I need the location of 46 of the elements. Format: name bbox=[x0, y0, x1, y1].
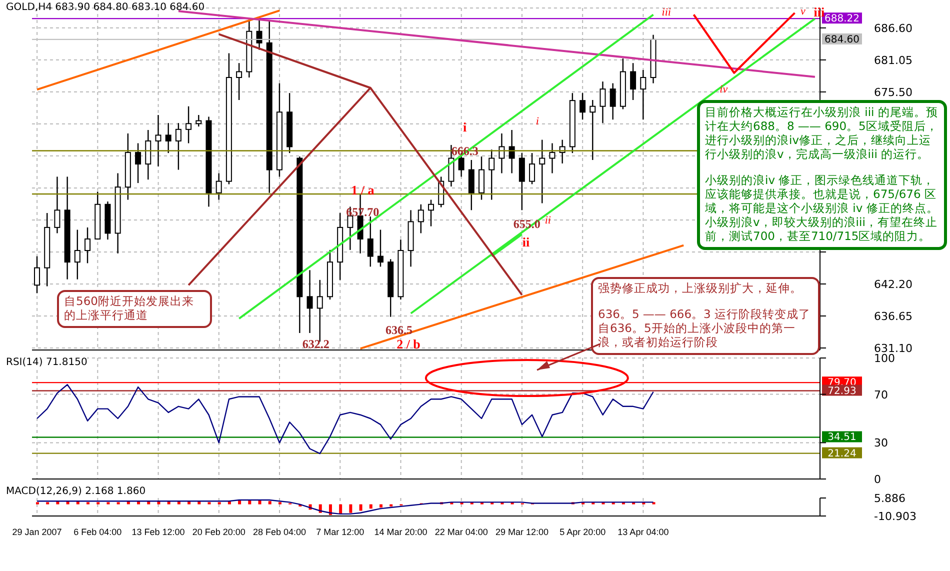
x-tick-label: 5 Apr 20:00 bbox=[560, 527, 606, 537]
y-tick-label: 100 bbox=[874, 352, 895, 365]
annotation: ii bbox=[544, 214, 551, 226]
annotation: 636.5 bbox=[385, 323, 412, 337]
x-tick-label: 28 Feb 04:00 bbox=[252, 527, 306, 537]
chart-title: RSI(14) 71.8150 bbox=[6, 357, 88, 368]
ref-line-label: 21.24 bbox=[828, 448, 856, 460]
annotation: 目前价格大概运行在小级别浪 iii 的尾端。预计在大约688。8 —— 690。5区域受阻后，进行小级别的浪iv修正，之后，继续向上运行小级别的浪v，完成高一级浪iii 的运行。 bbox=[705, 105, 939, 161]
x-tick-label: 14 Mar 20:00 bbox=[374, 527, 428, 537]
annotation: iii bbox=[662, 6, 671, 18]
annotation: 632.2 bbox=[302, 337, 330, 351]
x-tick-label: 13 Feb 12:00 bbox=[132, 527, 185, 537]
y-tick-label: 681.05 bbox=[874, 54, 912, 67]
x-tick-label: 29 Jan 2007 bbox=[12, 527, 62, 537]
y-tick-label: 30 bbox=[874, 436, 888, 450]
y-tick-label: 636.65 bbox=[874, 310, 912, 323]
annotation: 636。5 —— 666。3 运行阶段转变成了自636。5开始的上涨小波段中的第一浪，或者初始运行阶段 bbox=[598, 307, 812, 349]
annotation: v bbox=[800, 6, 806, 18]
y-tick-label: 675.50 bbox=[874, 86, 912, 99]
x-tick-label: 29 Mar 12:00 bbox=[495, 527, 548, 537]
ref-line-label: 688.22 bbox=[824, 14, 860, 25]
annotation: iv bbox=[720, 84, 728, 96]
y-tick-label: 5.886 bbox=[874, 492, 906, 505]
y-tick-label: 0 bbox=[874, 473, 881, 486]
annotation: i bbox=[463, 120, 467, 134]
annotation: 2 / b bbox=[396, 336, 420, 352]
annotation: 强势修正成功，上涨级别扩大，延伸。 bbox=[598, 281, 803, 295]
y-tick-label: -10.903 bbox=[874, 510, 916, 523]
annotation: i bbox=[536, 116, 539, 128]
ref-line-label: 34.51 bbox=[828, 432, 856, 444]
y-tick-label: 642.20 bbox=[874, 278, 912, 291]
chart-title: GOLD,H4 683.90 684.80 683.10 684.60 bbox=[6, 2, 205, 13]
x-tick-label: 20 Feb 20:00 bbox=[192, 527, 246, 537]
annotation: 小级别的浪iv 修正，图示绿色线通道下轨，应该能够提供承接。也就是说，675/676 区域，将可能是这个小级别浪 iv 修正的终点。小级别浪v，即较大级别的浪iii，有望在终止前，测试700，甚至710/715区域的阻力。 bbox=[705, 173, 939, 243]
chart-title: MACD(12,26,9) 2.168 1.860 bbox=[6, 486, 146, 497]
ref-line-label: 684.60 bbox=[824, 34, 860, 46]
x-tick-label: 13 Apr 04:00 bbox=[618, 527, 669, 537]
x-tick-label: 7 Mar 12:00 bbox=[316, 527, 364, 537]
ref-line-label: 72.93 bbox=[828, 386, 856, 397]
annotation: ii bbox=[522, 234, 530, 250]
x-tick-label: 6 Feb 04:00 bbox=[74, 527, 122, 537]
x-tick-label: 22 Mar 04:00 bbox=[434, 527, 488, 537]
y-tick-label: 70 bbox=[874, 388, 888, 402]
y-tick-label: 686.60 bbox=[874, 22, 912, 35]
annotation: 自560附近开始发展出来的上涨平行通道 bbox=[64, 294, 195, 322]
y-tick-label: 631.10 bbox=[874, 342, 912, 355]
